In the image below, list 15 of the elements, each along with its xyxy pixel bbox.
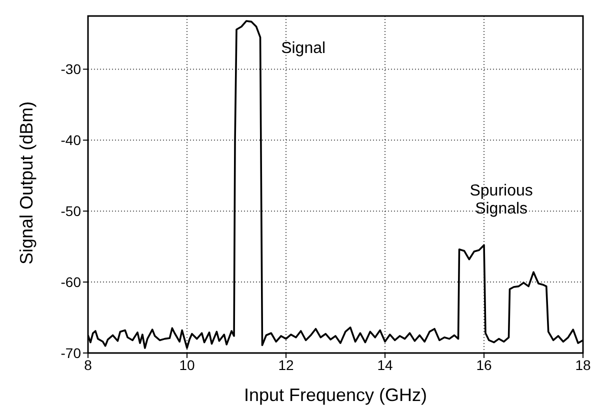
y-tick-label: -50 xyxy=(60,203,82,220)
y-tick-label: -40 xyxy=(60,132,82,148)
y-tick-label: -70 xyxy=(60,344,82,361)
y-tick-label: -30 xyxy=(60,61,82,78)
x-tick-label: 14 xyxy=(377,356,393,373)
x-tick-label: 8 xyxy=(84,356,92,373)
x-tick-label: 18 xyxy=(575,356,591,373)
annotation: Signal xyxy=(281,40,326,58)
x-tick-label: 16 xyxy=(476,356,492,373)
x-axis-title: Input Frequency (GHz) xyxy=(244,385,428,405)
y-tick-label: -60 xyxy=(60,274,82,290)
y-axis-title: Signal Output (dBm) xyxy=(16,101,36,264)
annotation: Spurious Signals xyxy=(470,182,533,218)
x-tick-label: 10 xyxy=(179,356,195,373)
x-tick-label: 12 xyxy=(278,356,294,373)
